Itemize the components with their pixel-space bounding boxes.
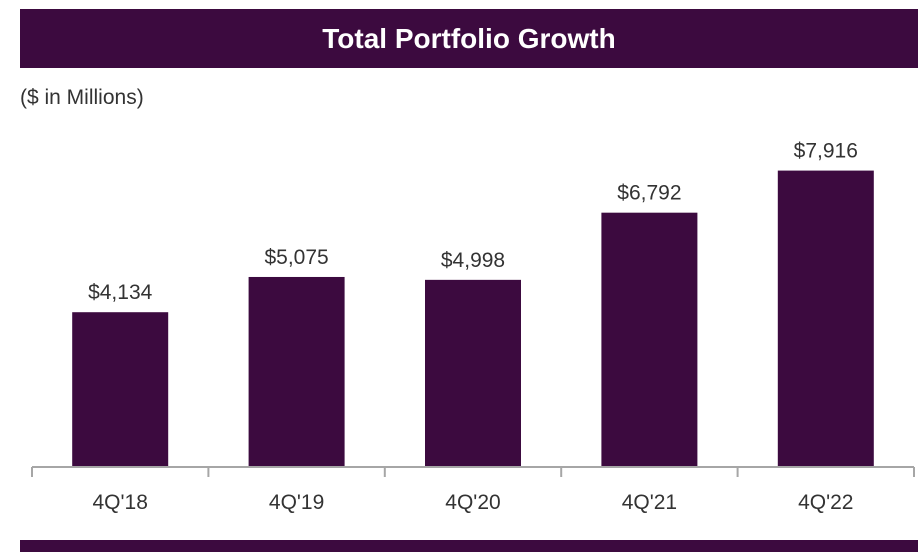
x-tick-label: 4Q'21 [622, 491, 677, 514]
bar [248, 276, 345, 467]
data-label: $5,075 [264, 246, 328, 269]
unit-label: ($ in Millions) [20, 86, 144, 109]
bar [425, 279, 521, 467]
x-tick-label: 4Q'18 [93, 491, 148, 514]
data-label: $6,792 [617, 182, 681, 205]
x-tick-label: 4Q'20 [445, 491, 500, 514]
chart-title: Total Portfolio Growth [322, 22, 616, 54]
x-tick-label: 4Q'19 [269, 491, 324, 514]
x-tick-label: 4Q'22 [798, 491, 853, 514]
data-label: $4,134 [88, 281, 153, 304]
data-label: $4,998 [441, 249, 505, 272]
chart-title-bar: Total Portfolio Growth [20, 9, 918, 68]
footer-bar [20, 540, 918, 552]
bar [601, 212, 698, 467]
bar [72, 312, 169, 467]
data-label: $7,916 [794, 140, 858, 163]
bar [777, 170, 874, 467]
